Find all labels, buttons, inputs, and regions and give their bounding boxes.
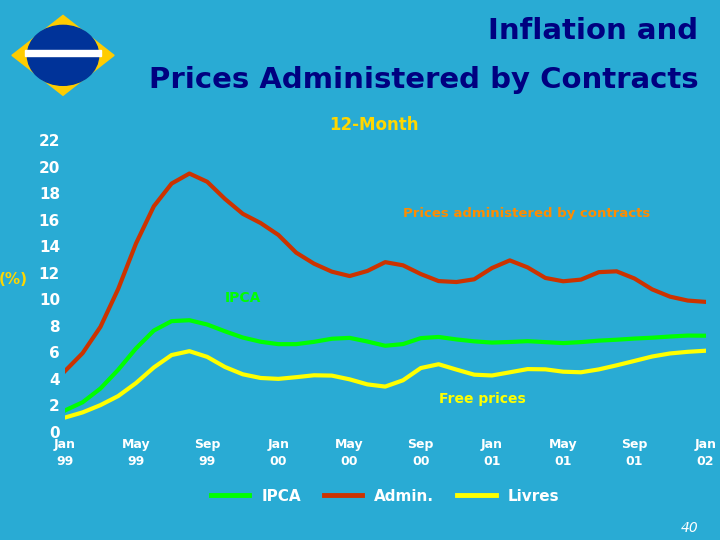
Text: Prices administered by contracts: Prices administered by contracts [403,207,650,220]
Circle shape [27,25,99,85]
Y-axis label: (%): (%) [0,272,28,287]
Polygon shape [12,15,114,95]
Text: 12-Month: 12-Month [330,116,419,134]
Text: Free prices: Free prices [438,392,526,406]
FancyArrow shape [25,50,101,56]
Text: Inflation and: Inflation and [488,17,698,45]
Legend: IPCA, Admin., Livres: IPCA, Admin., Livres [205,483,565,510]
Text: IPCA: IPCA [225,291,261,305]
Text: 40: 40 [680,521,698,535]
Text: Prices Administered by Contracts: Prices Administered by Contracts [149,66,698,94]
